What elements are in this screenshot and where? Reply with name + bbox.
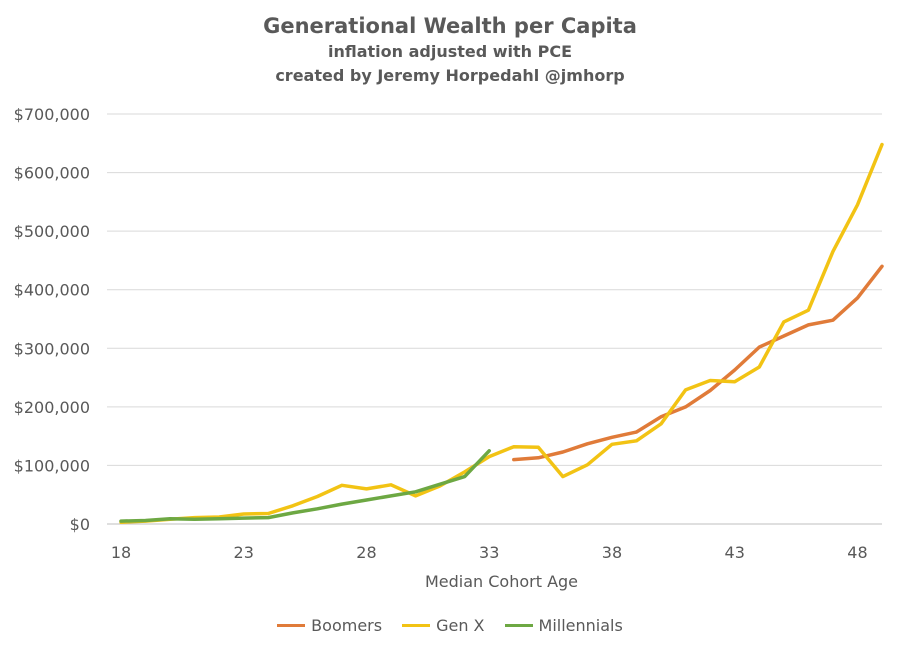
- legend-label: Boomers: [311, 616, 383, 635]
- gridlines: [107, 113, 882, 466]
- y-tick-label: $700,000: [14, 105, 90, 124]
- y-tick-label: $500,000: [14, 222, 90, 241]
- legend-label: Gen X: [436, 616, 485, 635]
- legend-item-boomers: Boomers: [277, 616, 382, 635]
- x-tick-label: 43: [725, 543, 745, 562]
- y-tick-label: $100,000: [14, 456, 90, 475]
- y-tick-label: $400,000: [14, 281, 90, 300]
- y-axis-tick-labels: $0 $100,000 $200,000 $300,000 $400,000 $500,0…: [14, 105, 90, 534]
- x-axis-tick-labels: 18 23 28 33 38 43 48: [111, 543, 868, 562]
- x-tick-label: 23: [234, 543, 254, 562]
- legend-item-millennials: Millennials: [504, 616, 623, 635]
- legend-label: Millennials: [538, 616, 623, 635]
- chart-subtitle-line-2: created by Jeremy Horpedahl @jmhorp: [275, 66, 625, 85]
- x-axis-title: Median Cohort Age: [425, 572, 578, 591]
- y-tick-label: $0: [70, 515, 90, 534]
- series-line-millennials: [119, 449, 491, 523]
- series-lines: [119, 142, 884, 524]
- y-tick-label: $200,000: [14, 398, 90, 417]
- x-tick-label: 28: [356, 543, 376, 562]
- y-tick-label: $600,000: [14, 164, 90, 183]
- chart-subtitle-line-1: inflation adjusted with PCE: [327, 42, 573, 61]
- legend-swatch: [402, 624, 431, 627]
- series-line-gen-x: [119, 142, 884, 524]
- chart-title: Generational Wealth per Capita: [263, 14, 637, 38]
- legend-item-gen-x: Gen X: [402, 616, 485, 635]
- legend-swatch: [277, 624, 306, 627]
- series-line-boomers: [512, 264, 884, 462]
- legend-swatch: [504, 624, 533, 627]
- chart-legend: Boomers Gen X Millennials: [0, 616, 900, 635]
- x-tick-label: 18: [111, 543, 131, 562]
- x-tick-label: 38: [602, 543, 622, 562]
- chart-title-block: Generational Wealth per Capita inflation…: [0, 12, 900, 88]
- x-tick-label: 48: [847, 543, 867, 562]
- y-tick-label: $300,000: [14, 339, 90, 358]
- x-tick-label: 33: [479, 543, 499, 562]
